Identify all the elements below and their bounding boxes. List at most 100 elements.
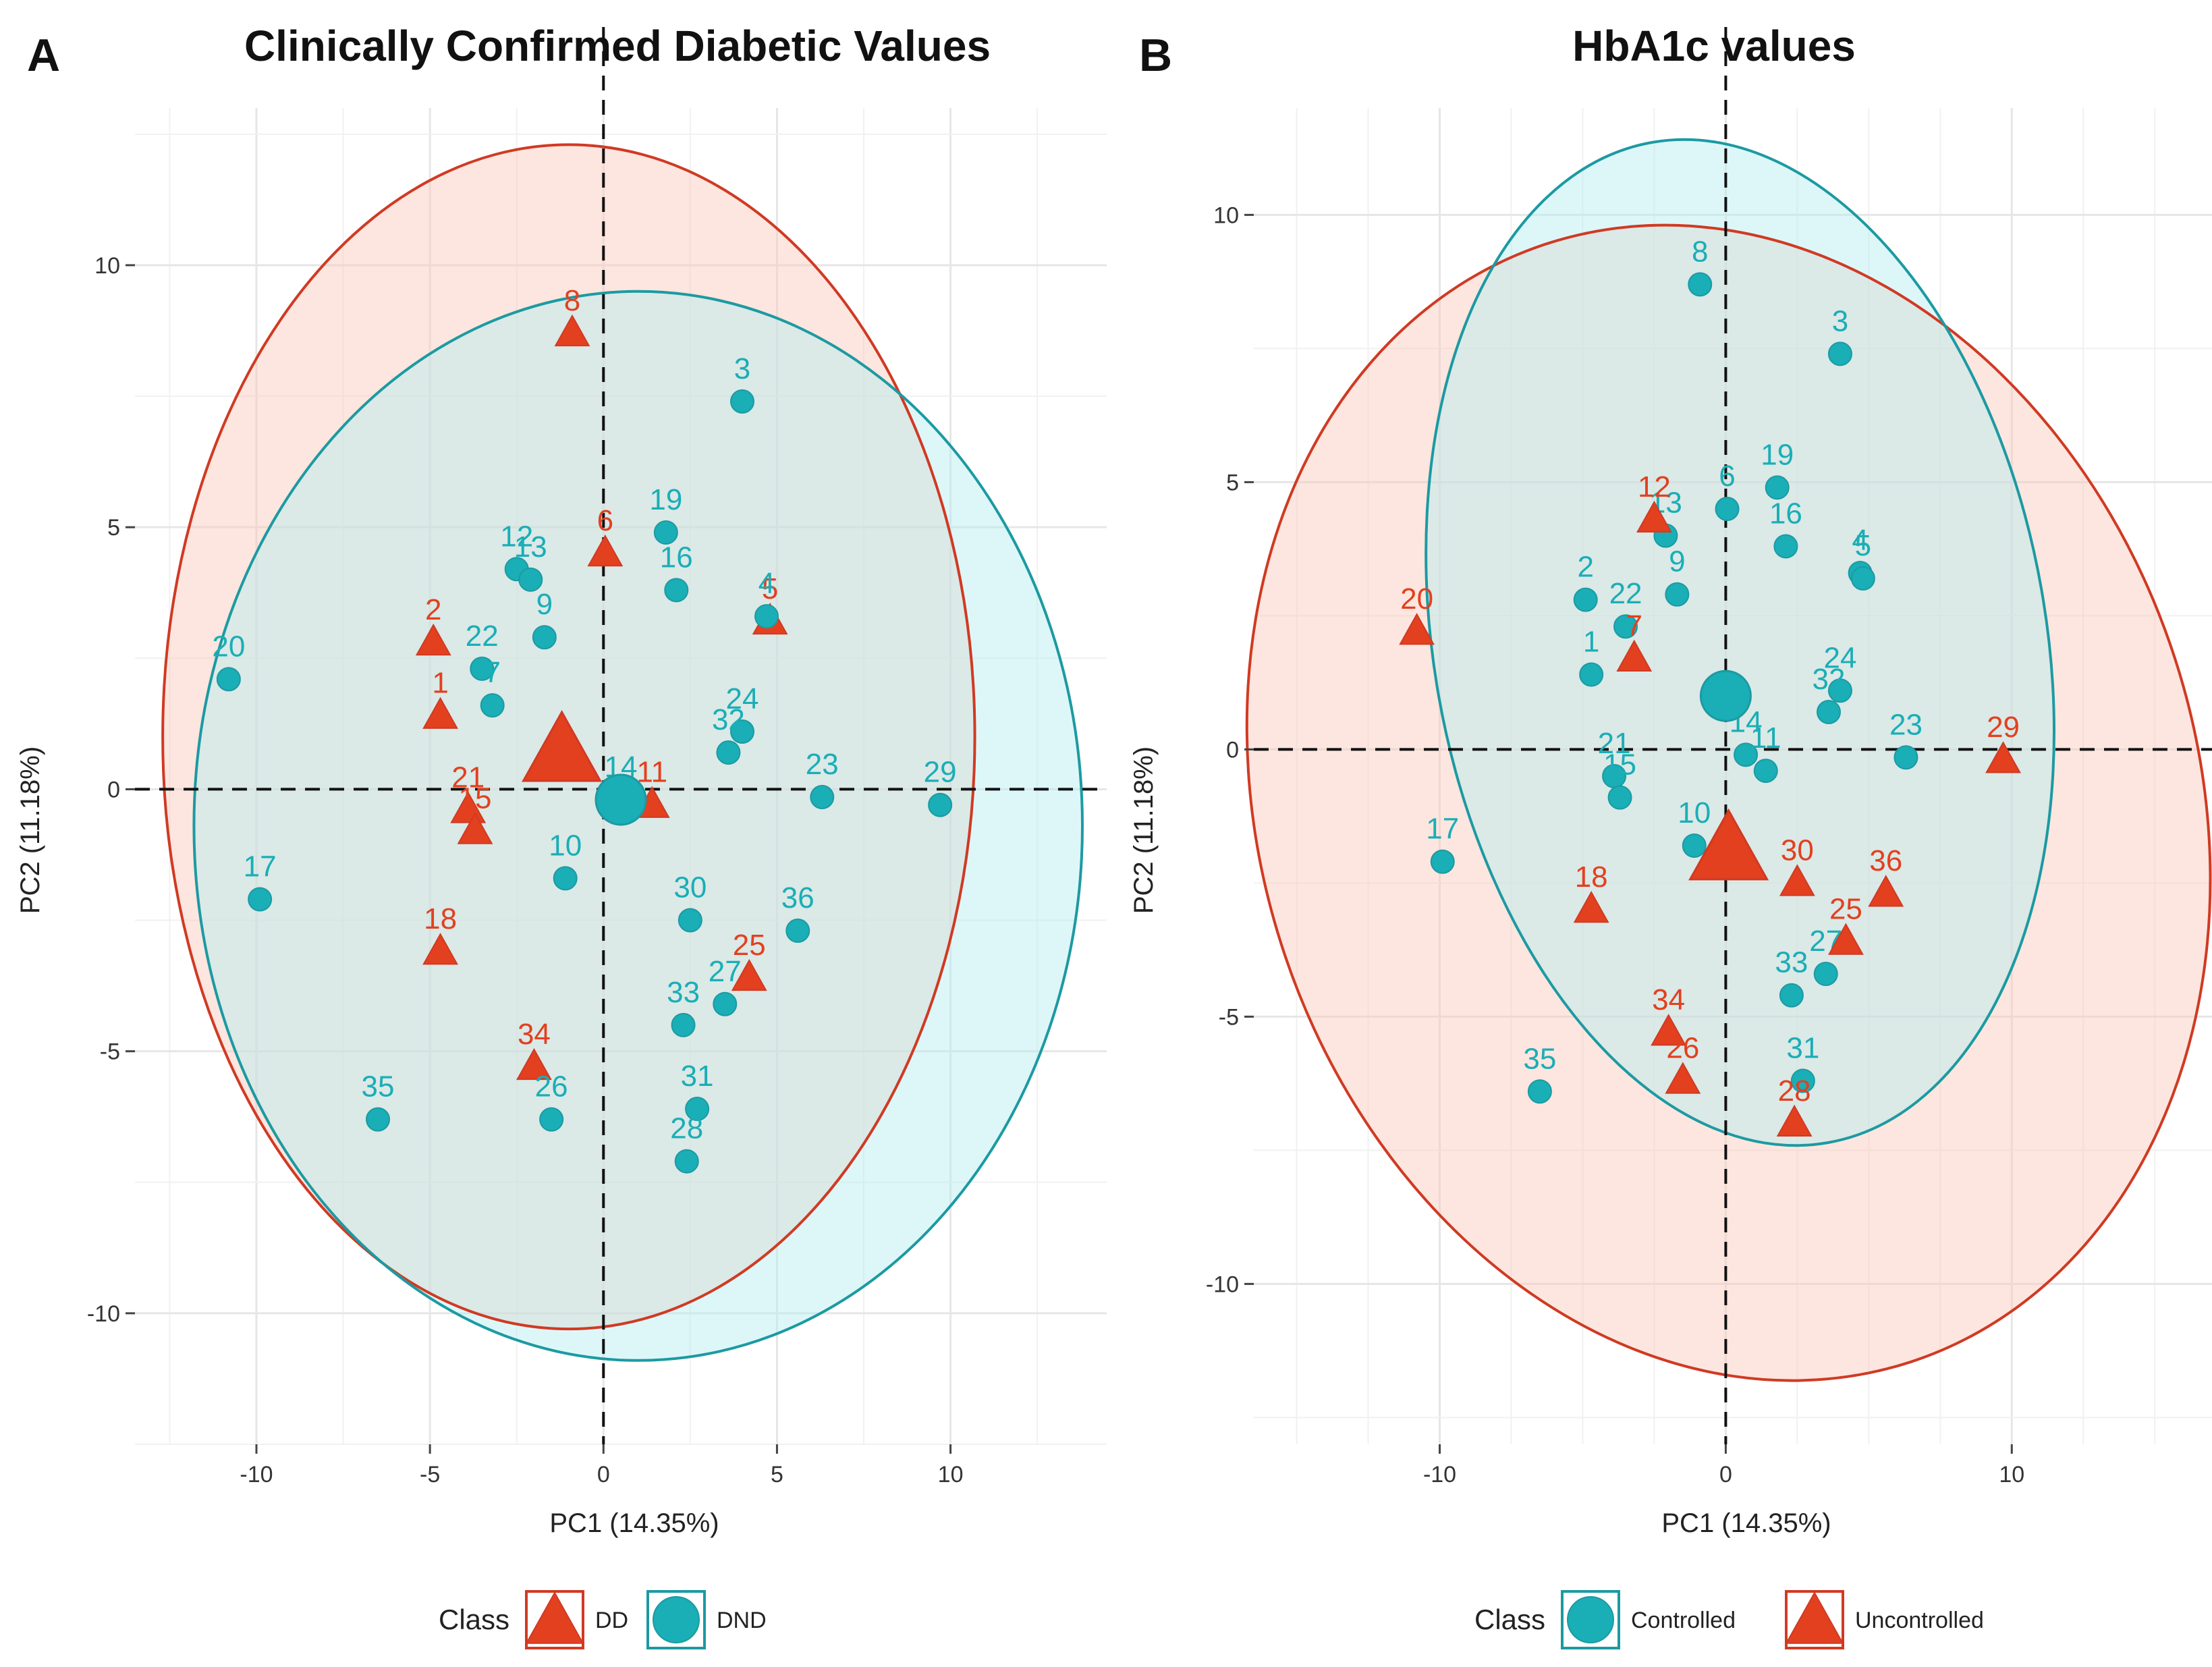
circle-point [1893, 745, 1918, 770]
y-tick-label: 0 [1226, 737, 1239, 763]
triangle-point [1868, 875, 1904, 907]
point-label: 26 [535, 1070, 568, 1103]
circle-point [553, 866, 578, 891]
confidence-ellipse-controlled [1425, 138, 2055, 1147]
confidence-ellipse-fill-dnd [194, 291, 1082, 1361]
circle-point [1734, 742, 1759, 767]
y-tick-label: -5 [1219, 1004, 1239, 1030]
point-label: 1 [1583, 626, 1599, 659]
circle-point [730, 389, 754, 414]
point-label: 9 [1669, 545, 1685, 578]
y-axis-label: PC2 (11.18%) [1129, 746, 1159, 914]
legend-label: Controlled [1631, 1608, 1736, 1633]
centroid-triangle [522, 709, 603, 782]
circle-point [1682, 833, 1707, 858]
triangle-point [1779, 864, 1815, 896]
point-label: 16 [1769, 497, 1802, 530]
circle-point [754, 604, 779, 629]
point-label: 15 [1603, 748, 1636, 782]
circle-point [785, 919, 810, 944]
circle-point [532, 625, 557, 650]
circle-point [480, 693, 505, 718]
circle-point [671, 1012, 696, 1037]
point-label: 5 [762, 572, 778, 605]
circle-point [1827, 678, 1852, 703]
point-label: 35 [362, 1070, 395, 1103]
y-tick-label: 5 [107, 515, 120, 541]
circle-point [1850, 566, 1875, 591]
point-label: 36 [1869, 844, 1902, 877]
point-label: 34 [1652, 983, 1685, 1016]
legend-label: Uncontrolled [1855, 1608, 1984, 1633]
circle-point [1715, 497, 1740, 521]
legend-label: DND [717, 1608, 767, 1633]
triangle-point [1985, 741, 2021, 773]
point-label: 17 [1426, 813, 1459, 846]
point-label: 27 [709, 955, 742, 988]
confidence-ellipse-dd [161, 143, 976, 1331]
point-label: 6 [1719, 460, 1735, 493]
point-label: 7 [1626, 609, 1642, 643]
point-label: 35 [1523, 1042, 1556, 1075]
x-tick-label: 10 [1999, 1462, 2024, 1487]
point-label: 10 [549, 829, 582, 862]
point-label: 34 [518, 1018, 551, 1051]
triangle-point [587, 534, 624, 567]
point-label: 25 [1829, 893, 1862, 926]
triangle-point [554, 314, 590, 347]
x-tick-label: -10 [240, 1462, 273, 1487]
point-label: 31 [681, 1060, 714, 1093]
x-tick-label: 0 [597, 1462, 610, 1487]
point-label: 24 [726, 682, 759, 715]
circle-point [1817, 699, 1841, 724]
point-label: 19 [1761, 438, 1794, 471]
chart-title: Clinically Confirmed Diabetic Values [244, 22, 991, 70]
y-tick-label: 0 [107, 777, 120, 802]
centroid-circle [1699, 669, 1752, 722]
point-label: 16 [660, 541, 693, 574]
point-label: 29 [924, 756, 957, 789]
confidence-ellipse-fill-controlled [1426, 139, 2054, 1146]
x-tick-label: -10 [1423, 1462, 1456, 1487]
point-label: 21 [1598, 727, 1631, 760]
circle-point [1688, 272, 1713, 297]
circle-point [1527, 1079, 1552, 1104]
legend-title: Class [1474, 1604, 1545, 1635]
triangle-point [1651, 1014, 1687, 1046]
point-label: 22 [466, 620, 499, 653]
circle-point [1573, 587, 1598, 612]
point-label: 11 [636, 756, 667, 789]
y-tick-label: 5 [1226, 470, 1239, 495]
circle-point [470, 656, 495, 681]
circle-point [1579, 662, 1604, 687]
y-tick-label: 10 [1213, 202, 1239, 228]
centroid-triangle [1688, 808, 1769, 881]
y-tick-label: -10 [87, 1301, 120, 1327]
point-label: 20 [1400, 582, 1433, 616]
point-label: 25 [733, 929, 766, 962]
x-axis-label: PC1 (14.35%) [1661, 1508, 1831, 1538]
circle-point [685, 1097, 710, 1122]
legend-title: Class [439, 1604, 509, 1635]
y-tick-label: -10 [1206, 1272, 1239, 1297]
circle-point [1430, 849, 1455, 874]
x-tick-label: 5 [771, 1462, 783, 1487]
triangle-point [731, 958, 767, 991]
circle-point [713, 991, 738, 1016]
point-label: 18 [424, 902, 457, 935]
point-label: 4 [1852, 524, 1868, 557]
point-label: 24 [1823, 641, 1856, 674]
legend-key-triangle [525, 1591, 584, 1644]
point-label: 12 [1638, 470, 1671, 503]
x-tick-label: 0 [1719, 1462, 1732, 1487]
point-label: 19 [649, 483, 682, 516]
point-label: 10 [1678, 796, 1711, 829]
circle-point [1813, 962, 1838, 987]
point-label: 11 [1750, 721, 1781, 755]
circle-point [674, 1149, 699, 1174]
circle-point [1765, 475, 1790, 500]
triangle-point [1616, 639, 1653, 672]
point-label: 32 [1813, 663, 1846, 696]
circle-point [730, 719, 754, 744]
